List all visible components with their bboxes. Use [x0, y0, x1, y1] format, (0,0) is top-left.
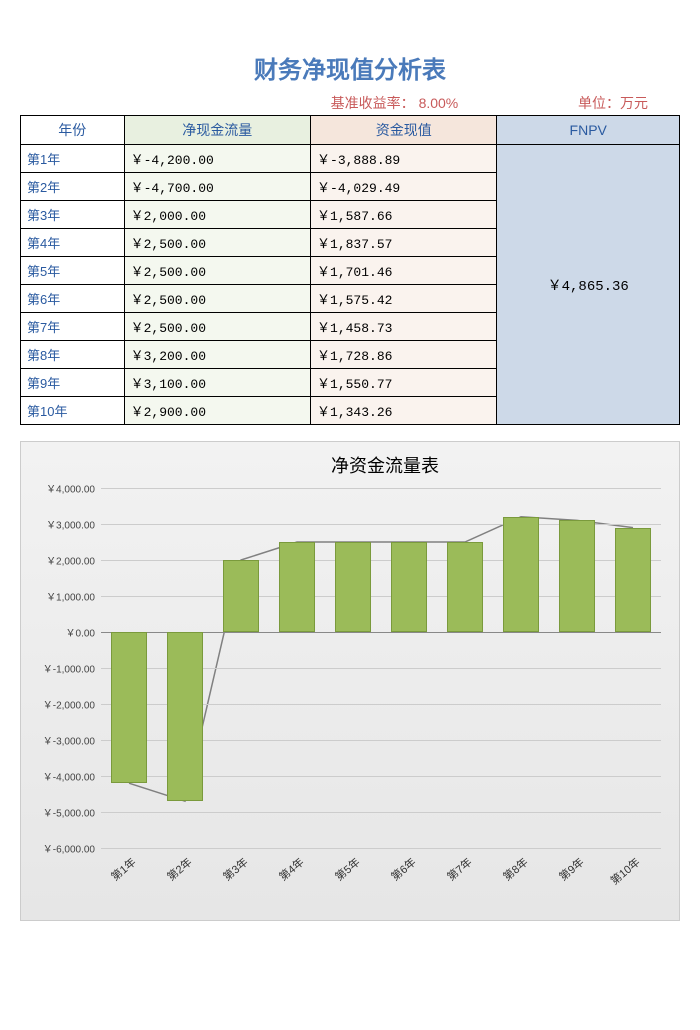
chart-bar	[279, 542, 315, 632]
cell-year: 第4年	[21, 229, 125, 257]
y-axis-label: ￥3,000.00	[46, 517, 95, 532]
x-axis-label: 第2年	[163, 854, 195, 884]
cell-cash: ￥-4,700.00	[124, 173, 310, 201]
table-row: 第1年￥-4,200.00￥-3,888.89￥4,865.36	[21, 145, 680, 173]
cell-cash: ￥2,500.00	[124, 257, 310, 285]
y-axis-label: ￥-2,000.00	[43, 697, 95, 712]
gridline	[101, 812, 661, 813]
cell-year: 第3年	[21, 201, 125, 229]
cell-pv: ￥1,701.46	[311, 257, 497, 285]
cell-cash: ￥3,200.00	[124, 341, 310, 369]
cell-year: 第10年	[21, 397, 125, 425]
chart-bar	[503, 517, 539, 632]
cell-cash: ￥2,000.00	[124, 201, 310, 229]
gridline	[101, 488, 661, 489]
cell-cash: ￥2,900.00	[124, 397, 310, 425]
cell-cash: ￥2,500.00	[124, 229, 310, 257]
x-axis-label: 第7年	[443, 854, 475, 884]
y-axis-label: ￥2,000.00	[46, 553, 95, 568]
col-cash: 净现金流量	[124, 116, 310, 145]
cell-pv: ￥-4,029.49	[311, 173, 497, 201]
chart-bar	[111, 632, 147, 783]
cell-year: 第2年	[21, 173, 125, 201]
x-axis-label: 第9年	[555, 854, 587, 884]
cell-cash: ￥-4,200.00	[124, 145, 310, 173]
cell-year: 第7年	[21, 313, 125, 341]
x-axis-label: 第10年	[607, 854, 644, 888]
fnpv-table: 年份 净现金流量 资金现值 FNPV 第1年￥-4,200.00￥-3,888.…	[20, 115, 680, 425]
y-axis-label: ￥-6,000.00	[43, 841, 95, 856]
rate-value: 8.00%	[419, 95, 459, 111]
cell-year: 第6年	[21, 285, 125, 313]
y-axis-label: ￥-3,000.00	[43, 733, 95, 748]
cell-pv: ￥1,575.42	[311, 285, 497, 313]
col-year: 年份	[21, 116, 125, 145]
cell-pv: ￥1,587.66	[311, 201, 497, 229]
cell-cash: ￥3,100.00	[124, 369, 310, 397]
x-axis-label: 第1年	[107, 854, 139, 884]
cell-pv: ￥1,458.73	[311, 313, 497, 341]
rate-label: 基准收益率：	[331, 95, 415, 111]
y-axis-label: ￥0.00	[66, 625, 95, 640]
cell-year: 第1年	[21, 145, 125, 173]
y-axis-label: ￥-5,000.00	[43, 805, 95, 820]
cell-cash: ￥2,500.00	[124, 313, 310, 341]
chart-bar	[223, 560, 259, 632]
y-axis-label: ￥1,000.00	[46, 589, 95, 604]
chart-bar	[615, 528, 651, 632]
gridline	[101, 848, 661, 849]
cell-pv: ￥1,343.26	[311, 397, 497, 425]
cell-cash: ￥2,500.00	[124, 285, 310, 313]
chart-bar	[559, 520, 595, 632]
cashflow-chart: 净资金流量表 ￥-6,000.00￥-5,000.00￥-4,000.00￥-3…	[20, 441, 680, 921]
chart-bar	[447, 542, 483, 632]
y-axis-label: ￥-4,000.00	[43, 769, 95, 784]
chart-bar	[335, 542, 371, 632]
x-axis-label: 第4年	[275, 854, 307, 884]
col-fnpv: FNPV	[497, 116, 680, 145]
chart-bar	[167, 632, 203, 801]
cell-fnpv: ￥4,865.36	[497, 145, 680, 425]
x-axis-label: 第5年	[331, 854, 363, 884]
unit-label: 单位：万元	[489, 93, 678, 113]
x-axis-label: 第8年	[499, 854, 531, 884]
cell-pv: ￥1,837.57	[311, 229, 497, 257]
page-title: 财务净现值分析表	[20, 50, 680, 85]
y-axis-label: ￥4,000.00	[46, 481, 95, 496]
col-pv: 资金现值	[311, 116, 497, 145]
cell-year: 第9年	[21, 369, 125, 397]
x-axis-label: 第6年	[387, 854, 419, 884]
y-axis-label: ￥-1,000.00	[43, 661, 95, 676]
chart-plot: ￥-6,000.00￥-5,000.00￥-4,000.00￥-3,000.00…	[101, 488, 661, 848]
cell-pv: ￥1,728.86	[311, 341, 497, 369]
x-axis-label: 第3年	[219, 854, 251, 884]
chart-title: 净资金流量表	[101, 452, 669, 478]
subtitle-row: 基准收益率： 8.00% 单位：万元	[20, 93, 680, 113]
chart-bar	[391, 542, 427, 632]
cell-pv: ￥-3,888.89	[311, 145, 497, 173]
cell-year: 第5年	[21, 257, 125, 285]
cell-year: 第8年	[21, 341, 125, 369]
cell-pv: ￥1,550.77	[311, 369, 497, 397]
